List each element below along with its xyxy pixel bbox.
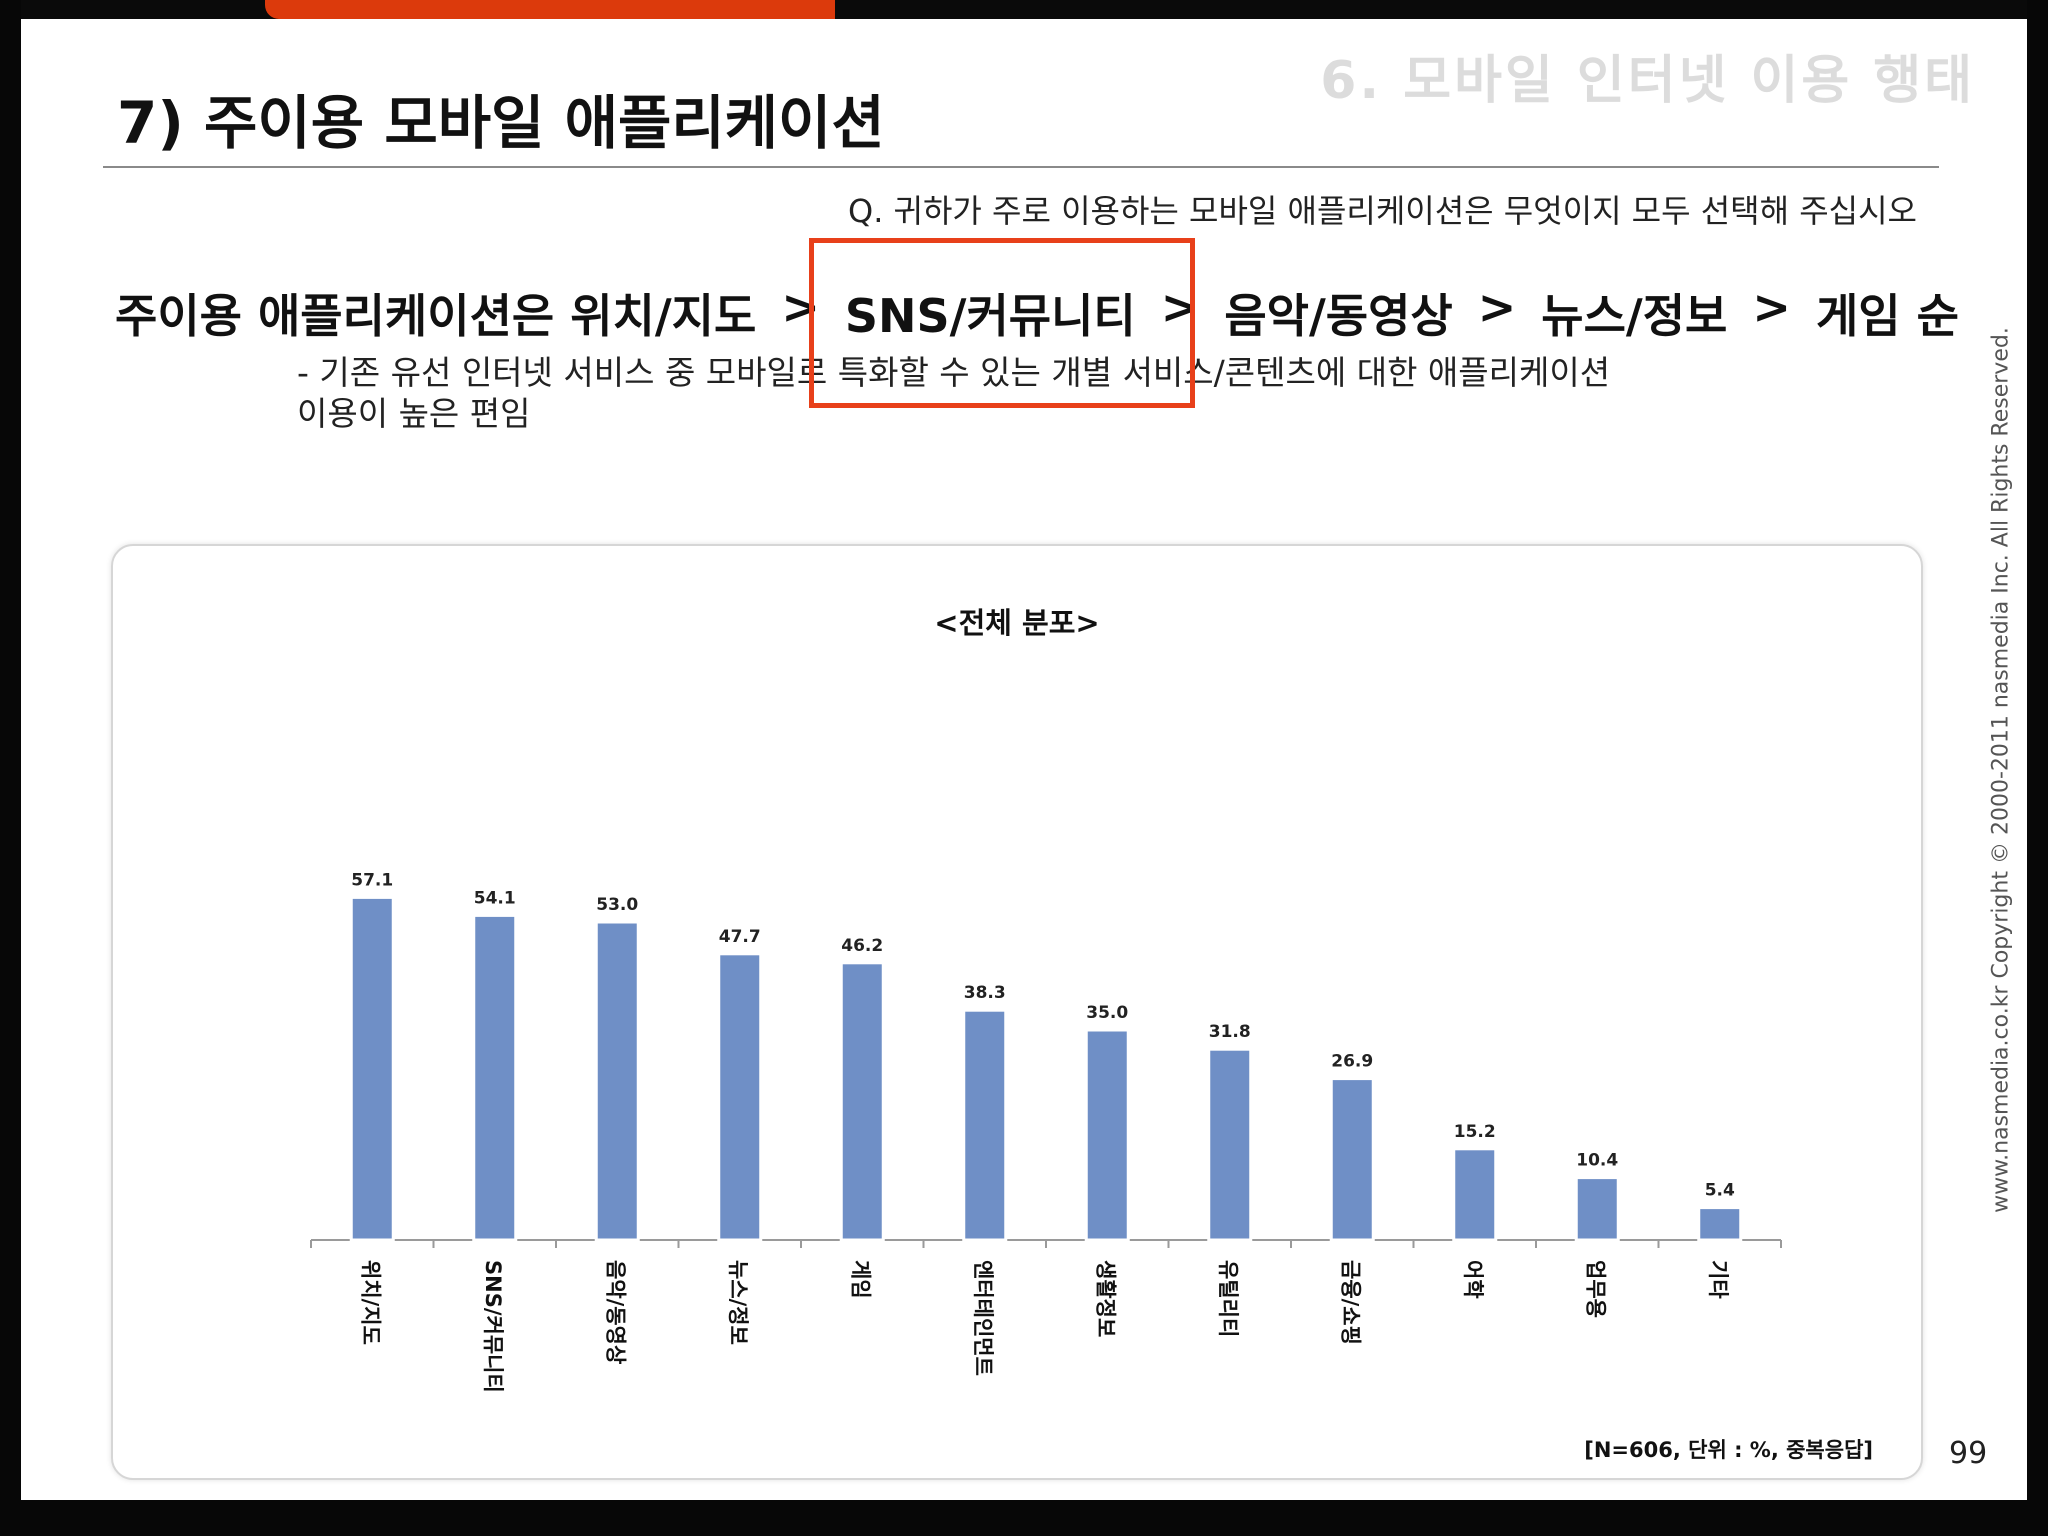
headline-separator: > xyxy=(1752,280,1791,334)
page-title: 7) 주이용 모바일 애플리케이션 xyxy=(117,89,885,157)
description-line-1: - 기존 유선 인터넷 서비스 중 모바일로 특화할 수 있는 개별 서비스/콘… xyxy=(297,353,1611,392)
category-label: 위치/지도 xyxy=(358,1260,382,1345)
bar xyxy=(594,920,640,1242)
description: - 기존 유선 인터넷 서비스 중 모바일로 특화할 수 있는 개별 서비스/콘… xyxy=(297,352,1610,434)
headline-separator: > xyxy=(1477,280,1517,334)
highlight-box xyxy=(809,238,1195,408)
bar-value-label: 31.8 xyxy=(1209,1022,1251,1042)
bar xyxy=(349,895,395,1242)
bar-value-label: 54.1 xyxy=(474,888,516,908)
bar xyxy=(472,913,518,1242)
bar-value-label: 53.0 xyxy=(596,895,638,915)
headline: 주이용 애플리케이션은 위치/지도 > SNS/커뮤니티 > 음악/동영상 > … xyxy=(115,280,1959,346)
bar xyxy=(1697,1206,1743,1242)
bar-value-label: 38.3 xyxy=(964,983,1006,1003)
section-label: 6. 모바일 인터넷 이용 행태 xyxy=(1320,51,1975,111)
bar-value-label: 46.2 xyxy=(841,936,883,956)
category-label: 금융/쇼핑 xyxy=(1338,1260,1362,1345)
description-line-2: 이용이 높은 편임 xyxy=(297,394,531,433)
headline-part: 주이용 애플리케이션은 위치/지도 xyxy=(115,289,757,343)
chart-note: [N=606, 단위 : %, 중복응답] xyxy=(1584,1438,1873,1462)
chart-panel: <전체 분포> 57.1 위치/지도 54.1 SNS/커뮤니티 53.0 음악/동영상 4… xyxy=(111,544,1923,1480)
title-divider xyxy=(103,166,1939,168)
bar xyxy=(1574,1176,1620,1242)
category-label: 업무용 xyxy=(1583,1260,1607,1318)
headline-part: 음악/동영상 xyxy=(1224,289,1453,343)
headline-part: 뉴스/정보 xyxy=(1541,289,1728,343)
copyright-notice: www.nasmedia.co.kr Copyright © 2000-2011… xyxy=(1986,327,2016,1213)
bar-value-label: 26.9 xyxy=(1331,1052,1373,1072)
category-label: 어학 xyxy=(1461,1260,1485,1299)
headline-part: SNS/커뮤니티 xyxy=(844,289,1136,343)
category-label: 음악/동영상 xyxy=(603,1260,627,1364)
bar xyxy=(839,961,885,1242)
category-label: SNS/커뮤니티 xyxy=(481,1260,505,1393)
page-number: 99 xyxy=(1949,1436,1988,1471)
category-label: 엔터테인먼트 xyxy=(971,1260,995,1376)
bar-chart: 57.1 위치/지도 54.1 SNS/커뮤니티 53.0 음악/동영상 47.7 뉴스/정보… xyxy=(310,870,1782,1393)
bar-value-label: 47.7 xyxy=(719,927,761,947)
category-label: 기타 xyxy=(1706,1260,1730,1299)
category-label: 뉴스/정보 xyxy=(726,1260,750,1345)
copyright-text: www.nasmedia.co.kr Copyright © 2000-2011… xyxy=(1988,327,2014,1213)
bar xyxy=(1329,1077,1375,1242)
bar-value-label: 15.2 xyxy=(1454,1122,1496,1142)
bar xyxy=(1084,1028,1130,1242)
bar-value-label: 35.0 xyxy=(1086,1003,1128,1023)
bar-value-label: 57.1 xyxy=(351,870,393,890)
category-label: 유틸리티 xyxy=(1216,1260,1240,1337)
top-accent-bar xyxy=(265,0,835,19)
category-label: 게임 xyxy=(848,1260,872,1299)
bar-value-label: 10.4 xyxy=(1576,1151,1618,1171)
chart-title: <전체 분포> xyxy=(934,606,1100,640)
bar-value-label: 5.4 xyxy=(1705,1181,1735,1201)
bar xyxy=(1452,1147,1498,1242)
category-label: 생활정보 xyxy=(1093,1260,1117,1337)
bar xyxy=(962,1008,1008,1242)
bar xyxy=(717,952,763,1242)
survey-question: Q. 귀하가 주로 이용하는 모바일 애플리케이션은 무엇이지 모두 선택해 주… xyxy=(848,192,1917,230)
bar xyxy=(1207,1047,1253,1242)
slide: 6. 모바일 인터넷 이용 행태 7) 주이용 모바일 애플리케이션 Q. 귀하… xyxy=(21,0,2027,1500)
headline-part: 게임 순 xyxy=(1815,289,1959,343)
